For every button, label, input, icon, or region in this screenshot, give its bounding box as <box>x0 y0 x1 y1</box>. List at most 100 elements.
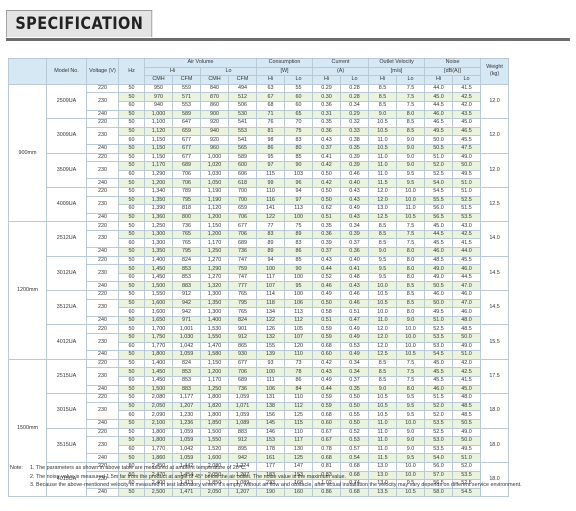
value-cell: 50 <box>118 324 145 334</box>
value-cell: 0.29 <box>340 109 370 120</box>
value-cell: 12.5 <box>368 350 398 360</box>
value-cell: 46.0 <box>424 109 454 120</box>
value-cell: 97 <box>256 161 286 171</box>
value-cell: 0.68 <box>312 341 342 352</box>
value-cell: 1,177 <box>172 393 201 403</box>
value-cell: 52.5 <box>424 427 454 438</box>
value-cell: 60 <box>118 444 145 455</box>
data-row: 60 2,090 1,230 1,800 1,059 156 125 0.68 0.55 10.5… <box>9 410 569 420</box>
value-cell: 51.0 <box>452 186 482 197</box>
note-line: Note: 1. The parameters as shown in above… <box>10 464 566 473</box>
note-item: 2. The noise value is measured 1.5m far … <box>30 473 346 480</box>
value-cell: 97 <box>284 195 314 206</box>
value-cell: 8.5 <box>396 126 426 137</box>
value-cell: 60 <box>118 341 145 352</box>
value-cell: 84 <box>284 384 314 395</box>
value-cell: 747 <box>227 255 258 266</box>
value-cell: 0.46 <box>312 281 342 292</box>
data-row: 60 1,450 853 1,170 689 111 86 0.49 0.37 8.5 7.5 45.… <box>9 375 569 386</box>
model-cell: 4012UA <box>46 324 87 360</box>
value-cell: 1,200 <box>144 178 173 188</box>
value-cell: 1,300 <box>144 229 173 240</box>
value-cell: 11.0 <box>368 427 398 438</box>
value-cell: 860 <box>200 100 229 111</box>
value-cell: 0.50 <box>312 298 342 309</box>
value-cell: 53.0 <box>424 436 454 446</box>
value-cell: 1,600 <box>144 298 173 309</box>
value-cell: 1,250 <box>200 384 229 395</box>
unit-header: (A) <box>312 66 370 77</box>
value-cell: 0.47 <box>340 315 370 326</box>
value-cell: 11.5 <box>368 178 398 188</box>
value-cell: 80 <box>284 143 314 154</box>
value-cell: 50 <box>118 143 145 154</box>
value-cell: 10.0 <box>396 418 426 429</box>
value-cell: 765 <box>227 290 258 300</box>
value-cell: 85 <box>284 152 314 163</box>
value-cell: 677 <box>227 221 258 231</box>
value-cell: 11.0 <box>368 436 398 446</box>
value-cell: 12.5 <box>368 212 398 223</box>
value-cell: 73 <box>284 358 314 369</box>
value-cell: 113 <box>284 204 314 214</box>
voltage-cell: 230 <box>86 195 119 214</box>
value-cell: 10.0 <box>368 281 398 292</box>
value-cell: 9.5 <box>396 401 426 412</box>
value-cell: 48.5 <box>452 410 482 420</box>
value-cell: 11.0 <box>368 418 398 429</box>
value-cell: 0.48 <box>340 272 370 283</box>
value-cell: 110 <box>256 186 286 197</box>
value-cell: 68 <box>256 100 286 111</box>
value-cell: 50 <box>118 152 145 163</box>
value-cell: 1,820 <box>200 401 229 412</box>
value-cell: 111 <box>256 375 286 386</box>
value-cell: 900 <box>200 109 229 120</box>
value-cell: 131 <box>256 393 286 403</box>
value-cell: 1,300 <box>200 307 229 317</box>
spec-table: Model No. Voltage (V) Hz Air Volume Consumpt… <box>8 58 569 498</box>
value-cell: 0.52 <box>312 272 342 283</box>
hilo-header: Hi <box>256 75 286 85</box>
value-cell: 52.0 <box>424 410 454 420</box>
value-cell: 706 <box>227 229 258 240</box>
value-cell: 0.42 <box>312 161 342 171</box>
value-cell: 122 <box>256 212 286 223</box>
value-cell: 60 <box>284 100 314 111</box>
value-cell: 52.5 <box>424 169 454 180</box>
value-cell: 10.5 <box>368 118 398 128</box>
value-cell: 50 <box>118 367 145 377</box>
value-cell: 689 <box>227 375 258 386</box>
value-cell: 0.50 <box>340 401 370 412</box>
value-cell: 0.38 <box>340 135 370 145</box>
value-cell: 53.5 <box>452 212 482 223</box>
value-cell: 45.5 <box>452 135 482 145</box>
value-cell: 10.0 <box>396 324 426 334</box>
data-row: 230 50 1,450 853 1,200 706 100 78 0.43 0.34 8.5 7.5… <box>9 367 569 386</box>
value-cell: 106 <box>256 384 286 395</box>
value-cell: 0.52 <box>340 427 370 438</box>
weight-cell: 18.0 <box>480 393 510 429</box>
value-cell: 117 <box>284 436 314 446</box>
value-cell: 706 <box>172 178 201 188</box>
hi-header: Hi <box>144 66 201 77</box>
unit-header: [W] <box>256 66 314 77</box>
value-cell: 9.0 <box>368 384 398 395</box>
value-cell: 677 <box>227 358 258 369</box>
value-cell: 12.0 <box>368 333 398 343</box>
value-cell: 44.5 <box>424 229 454 240</box>
value-cell: 44.5 <box>424 100 454 111</box>
value-cell: 530 <box>227 109 258 120</box>
value-cell: 47.0 <box>452 281 482 292</box>
value-cell: 10.5 <box>368 410 398 420</box>
data-row: 240 50 1,800 1,059 1,580 930 139 110 0.60 0.49 12.… <box>9 350 569 360</box>
value-cell: 50 <box>118 126 145 137</box>
value-cell: 60 <box>118 238 145 249</box>
value-cell: 89 <box>256 238 286 249</box>
value-cell: 853 <box>172 367 201 377</box>
weight-cell: 14.0 <box>480 221 510 257</box>
value-cell: 689 <box>172 161 201 171</box>
value-cell: 41.5 <box>452 375 482 386</box>
value-cell: 44.0 <box>452 247 482 257</box>
data-row: 3512UA 220 50 1,550 912 1,300 765 114 100 0.49 0.4… <box>9 290 569 326</box>
voltage-cell: 220 <box>86 358 119 369</box>
